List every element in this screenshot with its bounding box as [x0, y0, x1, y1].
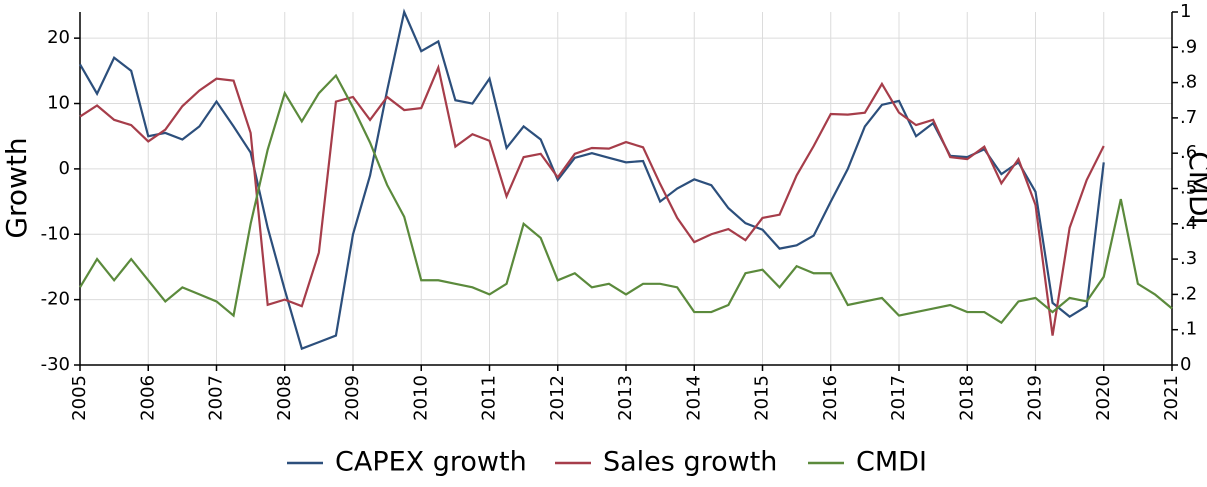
x-tick-label: 2016 — [820, 375, 841, 421]
y2-tick-label: .3 — [1180, 248, 1197, 269]
y2-tick-label: .8 — [1180, 72, 1197, 93]
series-line — [79, 63, 1105, 336]
x-tick-label: 2006 — [137, 375, 158, 421]
x-tick-label: 2021 — [1161, 375, 1182, 421]
y2-tick-label: .4 — [1180, 213, 1197, 234]
y2-tick-label: .2 — [1180, 283, 1197, 304]
legend-label: CAPEX growth — [335, 447, 527, 478]
y2-tick-label: .6 — [1180, 142, 1197, 163]
y-tick-label: 10 — [47, 93, 70, 114]
y-tick-label: -10 — [41, 223, 70, 244]
y2-tick-label: 0 — [1180, 354, 1191, 375]
x-tick-label: 2015 — [752, 375, 773, 421]
x-tick-label: 2009 — [342, 375, 363, 421]
y-tick-label: 0 — [59, 158, 70, 179]
x-tick-label: 2017 — [888, 375, 909, 421]
legend-label: CMDI — [856, 447, 927, 478]
x-tick-label: 2018 — [956, 375, 977, 421]
y-tick-label: -20 — [41, 289, 70, 310]
series-line — [79, 8, 1105, 351]
legend-label: Sales growth — [603, 447, 777, 478]
x-tick-label: 2011 — [479, 375, 500, 421]
x-tick-label: 2012 — [547, 375, 568, 421]
series-line — [79, 73, 1173, 325]
x-tick-label: 2013 — [615, 375, 636, 421]
x-tick-label: 2005 — [69, 375, 90, 421]
x-tick-label: 2019 — [1025, 375, 1046, 421]
y-axis-label: Growth — [0, 137, 33, 238]
y2-axis-label: CMDI — [1183, 151, 1207, 225]
x-tick-label: 2010 — [410, 375, 431, 421]
x-tick-label: 2007 — [206, 375, 227, 421]
y2-tick-label: .7 — [1180, 107, 1197, 128]
x-tick-label: 2008 — [274, 375, 295, 421]
y2-tick-label: .9 — [1180, 36, 1197, 57]
y2-tick-label: .1 — [1180, 319, 1197, 340]
x-tick-label: 2020 — [1093, 375, 1114, 421]
legend: CAPEX growth Sales growth CMDI — [287, 447, 927, 478]
y-tick-label: 20 — [47, 27, 70, 48]
y-tick-label: -30 — [41, 354, 70, 375]
y2-tick-label: .5 — [1180, 178, 1197, 199]
x-tick-label: 2014 — [683, 375, 704, 421]
y2-tick-label: 1 — [1180, 1, 1191, 22]
